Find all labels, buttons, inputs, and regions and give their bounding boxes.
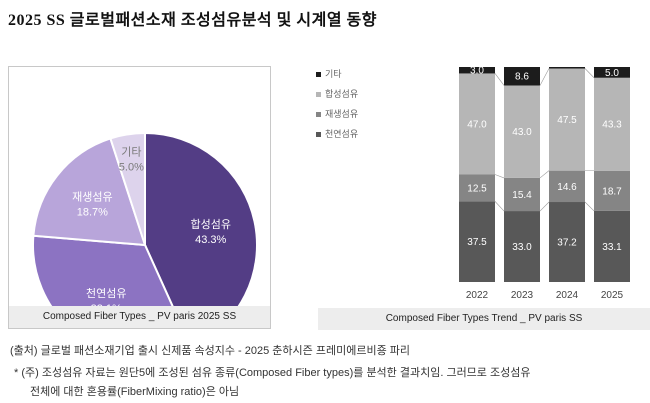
legend-swatch-regenerated	[316, 112, 321, 117]
legend-swatch-other	[316, 72, 321, 77]
bar-synthetic-2024	[549, 68, 585, 171]
series-connector-line	[539, 201, 550, 212]
pie-value-other: 5.0%	[119, 162, 144, 174]
pie-chart-caption: Composed Fiber Types _ PV paris 2025 SS	[9, 306, 270, 328]
bar-other-2023	[504, 67, 540, 86]
x-tick-2024: 2024	[556, 290, 579, 301]
bar-natural-2025	[594, 210, 630, 282]
bar-other-2025	[594, 67, 630, 78]
pie-label-other: 기타	[121, 146, 141, 159]
legend-swatch-synthetic	[316, 92, 321, 97]
bar-label-regenerated-2025: 18.7	[602, 186, 622, 197]
pie-slice-regenerated	[32, 137, 147, 247]
series-connector-line	[494, 73, 505, 86]
pie-label-synthetic: 합성섬유	[190, 218, 230, 231]
bar-label-natural-2022: 37.5	[467, 237, 487, 248]
source-note: (출처) 글로벌 패션소재기업 출시 신제품 속성지수 - 2025 춘하시즌 …	[10, 345, 410, 357]
bar-label-synthetic-2023: 43.0	[512, 127, 532, 138]
pie-slice-other	[109, 131, 146, 246]
bar-regenerated-2023	[504, 177, 540, 212]
bar-synthetic-2022	[459, 73, 495, 175]
pie-value-regenerated: 18.7%	[77, 206, 108, 218]
series-connector-line	[494, 201, 505, 212]
bar-label-synthetic-2024: 47.5	[557, 115, 577, 126]
page-title: 2025 SS 글로벌패션소재 조성섬유분석 및 시계열 동향	[8, 12, 377, 29]
bar-label-regenerated-2023: 15.4	[512, 190, 532, 201]
pie-slice-natural	[32, 234, 175, 308]
bar-chart-caption: Composed Fiber Types Trend _ PV paris SS	[318, 308, 650, 330]
series-connector-line	[584, 201, 595, 212]
legend-label-natural: 천연섬유	[325, 129, 358, 139]
x-tick-2025: 2025	[601, 290, 624, 301]
bar-label-synthetic-2025: 43.3	[602, 120, 622, 131]
footnote-line-1: * (주) 조성섬유 자료는 원단5에 조성된 섬유 종류(Composed F…	[14, 367, 531, 379]
bar-natural-2023	[504, 211, 540, 282]
legend-label-synthetic: 합성섬유	[325, 89, 358, 99]
bar-label-natural-2025: 33.1	[602, 242, 622, 253]
bar-other-2022	[459, 67, 495, 74]
bar-label-natural-2024: 37.2	[557, 238, 577, 249]
pie-slice-synthetic	[144, 131, 258, 308]
bar-other-2024	[549, 67, 585, 69]
pie-label-natural: 천연섬유	[86, 286, 126, 300]
pie-label-regenerated: 재생섬유	[72, 190, 112, 203]
x-tick-2022: 2022	[466, 290, 489, 301]
bar-natural-2022	[459, 201, 495, 282]
series-connector-line	[539, 170, 550, 179]
bar-label-regenerated-2024: 14.6	[557, 182, 577, 193]
bar-label-other-2022: 3.0	[470, 66, 484, 77]
series-connector-line	[539, 68, 550, 86]
bar-synthetic-2025	[594, 77, 630, 171]
pie-value-synthetic: 43.3%	[195, 234, 226, 246]
legend-label-other: 기타	[325, 69, 342, 79]
bar-regenerated-2025	[594, 170, 630, 211]
bar-regenerated-2022	[459, 174, 495, 202]
bar-synthetic-2023	[504, 85, 540, 178]
pie-value-natural: 33.1%	[91, 303, 122, 308]
legend-label-regenerated: 재생섬유	[325, 109, 358, 119]
bar-label-synthetic-2022: 47.0	[467, 119, 487, 130]
legend-swatch-natural	[316, 132, 321, 137]
series-connector-line	[584, 68, 595, 78]
bar-label-natural-2023: 33.0	[512, 242, 532, 253]
bar-regenerated-2024	[549, 170, 585, 203]
x-tick-2023: 2023	[511, 290, 534, 301]
bar-label-other-2023: 8.6	[515, 72, 529, 83]
bar-label-regenerated-2022: 12.5	[467, 183, 487, 194]
bar-natural-2024	[549, 202, 585, 282]
pie-chart-panel: 합성섬유 43.3% 천연섬유 33.1% 재생섬유 18.7% 기타 5.0% Compos…	[8, 66, 271, 329]
pie-chart: 합성섬유 43.3% 천연섬유 33.1% 재생섬유 18.7% 기타 5.0%	[32, 131, 258, 308]
bar-label-other-2025: 5.0	[605, 68, 619, 79]
series-connector-line	[494, 174, 505, 179]
footnote-line-2: 전체에 대한 혼용률(FiberMixing ratio)은 아님	[30, 386, 240, 398]
